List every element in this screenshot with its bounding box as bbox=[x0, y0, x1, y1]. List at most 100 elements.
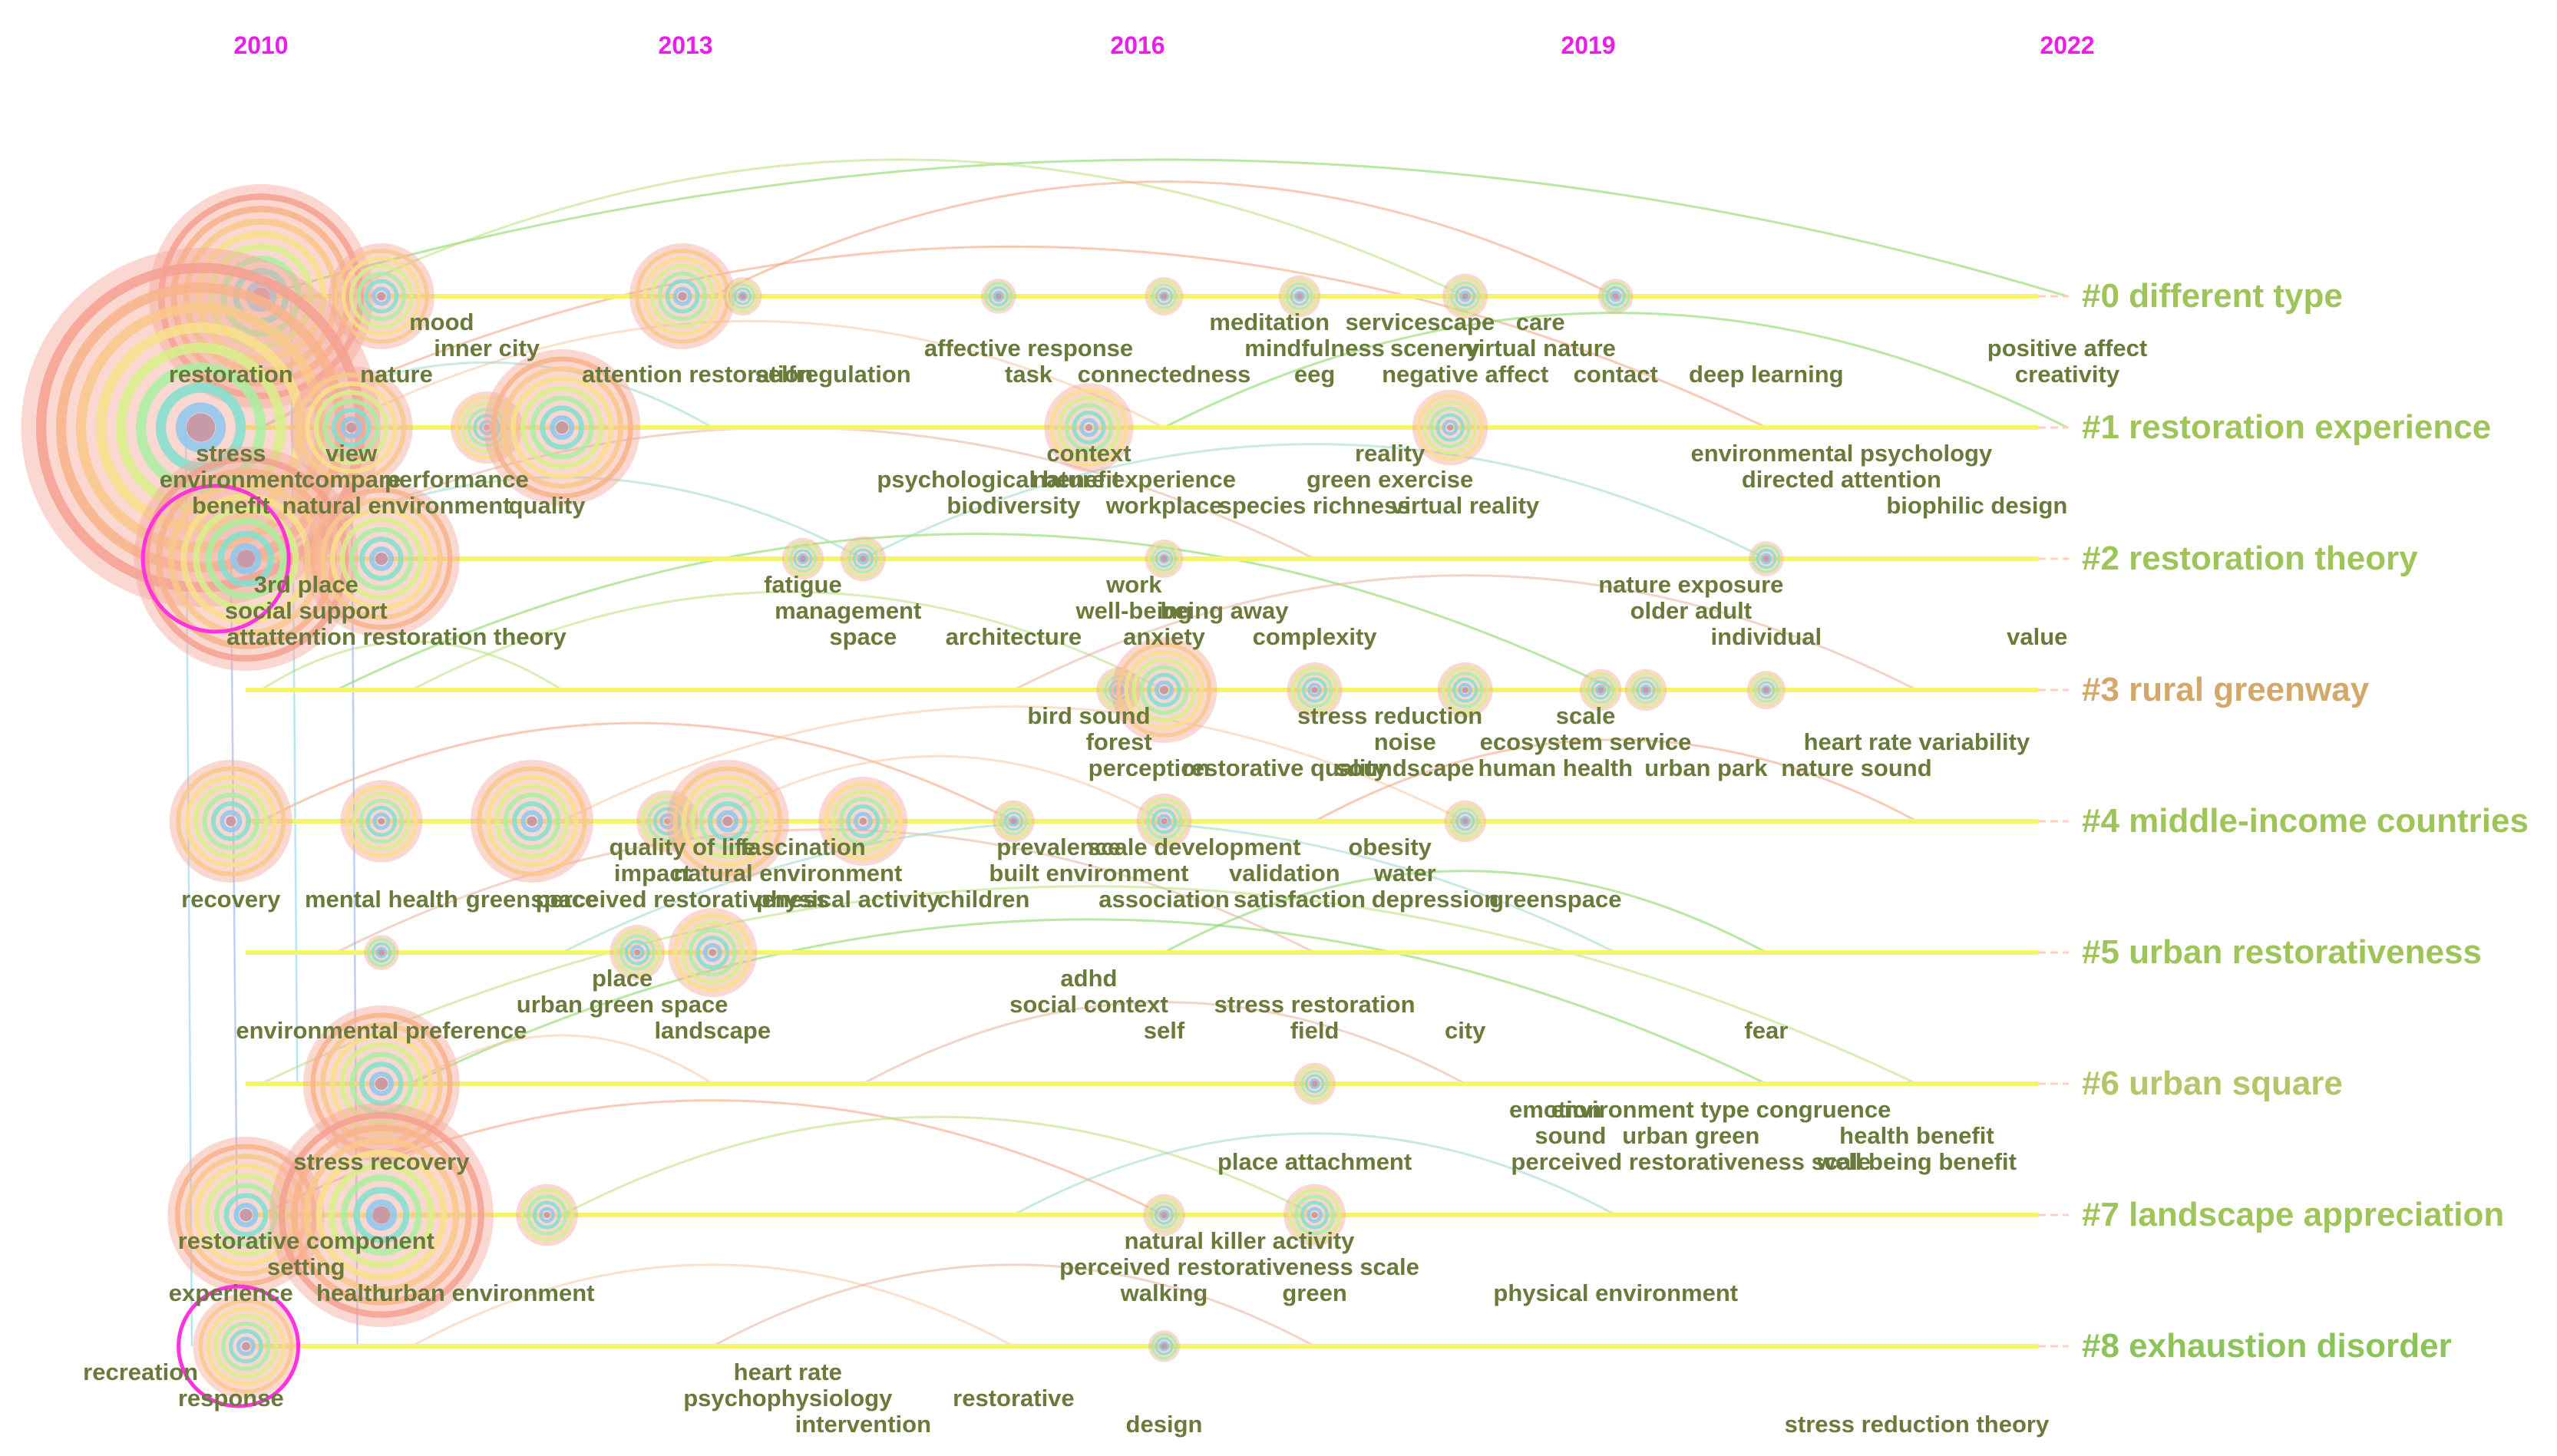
keyword-label: benefit bbox=[192, 492, 270, 519]
keyword-label: biodiversity bbox=[946, 492, 1081, 519]
keyword-label: obesity bbox=[1348, 834, 1432, 860]
year-axis: 2010 2013 2016 2019 2022 bbox=[233, 31, 2094, 59]
keyword-label: adhd bbox=[1060, 965, 1117, 992]
keyword-label: self bbox=[1144, 1017, 1185, 1044]
keyword-node bbox=[981, 279, 1016, 314]
keyword-label: social context bbox=[1009, 991, 1168, 1018]
keyword-label: management bbox=[775, 597, 921, 624]
keyword-label: being away bbox=[1160, 597, 1289, 624]
citation-link bbox=[561, 1115, 1316, 1217]
keyword-label: urban environment bbox=[379, 1279, 595, 1306]
keyword-label: physical activity bbox=[756, 886, 940, 913]
keyword-label: perception bbox=[1089, 754, 1210, 781]
keyword-node bbox=[1412, 389, 1488, 466]
keyword-label: children bbox=[937, 886, 1030, 913]
keyword-node bbox=[1442, 273, 1488, 319]
keyword-label: association bbox=[1098, 886, 1230, 913]
keyword-node bbox=[1444, 800, 1486, 843]
keyword-label: fascination bbox=[740, 834, 866, 860]
keyword-label: space bbox=[829, 623, 897, 650]
keyword-node bbox=[781, 537, 824, 580]
keyword-label: biophilic design bbox=[1886, 492, 2067, 519]
keyword-label: urban green space bbox=[517, 991, 728, 1018]
keyword-label: landscape bbox=[654, 1017, 771, 1044]
keyword-label: eeg bbox=[1294, 361, 1335, 388]
cluster-label: #3 rural greenway bbox=[2082, 671, 2370, 708]
keyword-label: context bbox=[1046, 440, 1131, 467]
keyword-label: natural environment bbox=[282, 492, 510, 519]
keyword-node bbox=[1437, 662, 1493, 718]
keyword-label: view bbox=[325, 440, 378, 467]
keyword-label: complexity bbox=[1253, 623, 1378, 650]
keyword-node bbox=[302, 480, 460, 637]
citation-link bbox=[1313, 738, 1918, 823]
keyword-label: stress restoration bbox=[1214, 991, 1416, 1018]
keyword-label: creativity bbox=[2015, 361, 2120, 388]
keyword-label: fear bbox=[1744, 1017, 1788, 1044]
keyword-label: health bbox=[316, 1279, 386, 1306]
keyword-label: deep learning bbox=[1689, 361, 1844, 388]
keyword-label: positive affect bbox=[1987, 335, 2147, 362]
keyword-label: environmental psychology bbox=[1690, 440, 1993, 467]
keyword-label: psychological benefit bbox=[877, 466, 1120, 493]
keyword-label: walking bbox=[1120, 1279, 1208, 1306]
keyword-label: architecture bbox=[946, 623, 1082, 650]
keyword-node bbox=[470, 760, 593, 883]
keyword-node bbox=[1278, 275, 1321, 318]
keyword-label: virtual nature bbox=[1465, 335, 1616, 362]
year-label-2010: 2010 bbox=[233, 31, 288, 59]
keyword-label: selfregulation bbox=[755, 361, 910, 388]
keyword-label: well being benefit bbox=[1816, 1148, 2017, 1175]
keyword-label: recreation bbox=[83, 1359, 198, 1385]
keyword-node bbox=[169, 760, 292, 883]
citation-link bbox=[712, 1263, 1316, 1348]
keyword-label: social support bbox=[225, 597, 388, 624]
keyword-label: perceived restorativeness bbox=[536, 886, 830, 913]
keyword-label: green bbox=[1282, 1279, 1346, 1306]
keyword-label: sound bbox=[1535, 1122, 1606, 1149]
year-label-2022: 2022 bbox=[2040, 31, 2094, 59]
keyword-label: compare bbox=[302, 466, 401, 493]
keyword-label: satisfaction bbox=[1234, 886, 1366, 913]
keyword-label: nature sound bbox=[1781, 754, 1931, 781]
keyword-node bbox=[666, 760, 789, 883]
keyword-node bbox=[340, 780, 423, 863]
keyword-label: greenspace bbox=[1489, 886, 1621, 913]
keyword-label: field bbox=[1290, 1017, 1340, 1044]
keyword-node bbox=[193, 1293, 299, 1399]
keyword-label: setting bbox=[267, 1253, 345, 1280]
keyword-label: stress recovery bbox=[293, 1148, 470, 1175]
citation-link bbox=[260, 245, 1767, 429]
keyword-label: soundscape bbox=[1336, 754, 1475, 781]
citation-link bbox=[411, 590, 1165, 692]
keyword-label: task bbox=[1005, 361, 1053, 388]
timeline-tracks bbox=[246, 294, 2069, 1349]
citation-link bbox=[335, 319, 1165, 429]
keyword-label: scale bbox=[1556, 702, 1616, 729]
keyword-node bbox=[328, 243, 434, 349]
keyword-label: mood bbox=[409, 309, 474, 335]
cluster-label: #0 different type bbox=[2082, 277, 2343, 315]
keyword-label: built environment bbox=[989, 860, 1188, 886]
keyword-label: natural killer activity bbox=[1125, 1227, 1356, 1254]
cross-cluster-link bbox=[230, 558, 239, 1216]
keyword-label: 3rd place bbox=[254, 571, 358, 598]
keyword-node bbox=[1283, 1184, 1346, 1246]
keyword-label: forest bbox=[1086, 728, 1152, 755]
citation-link bbox=[712, 180, 1617, 298]
keyword-label: intervention bbox=[795, 1411, 931, 1438]
keyword-node bbox=[1749, 541, 1784, 576]
citation-link bbox=[1163, 870, 1767, 954]
keyword-label: recovery bbox=[181, 886, 281, 913]
keyword-node bbox=[1136, 794, 1192, 849]
citation-link bbox=[260, 721, 1015, 823]
keyword-node bbox=[1597, 279, 1634, 314]
keyword-label: heart rate variability bbox=[1804, 728, 2030, 755]
cluster-label: #5 urban restorativeness bbox=[2082, 933, 2482, 971]
keyword-label: water bbox=[1373, 860, 1436, 886]
keyword-node bbox=[629, 243, 736, 349]
keyword-label: green exercise bbox=[1307, 466, 1473, 493]
keyword-node bbox=[1145, 540, 1184, 578]
keyword-label: design bbox=[1126, 1411, 1203, 1438]
keyword-label: perceived restorativeness scale bbox=[1059, 1253, 1419, 1280]
